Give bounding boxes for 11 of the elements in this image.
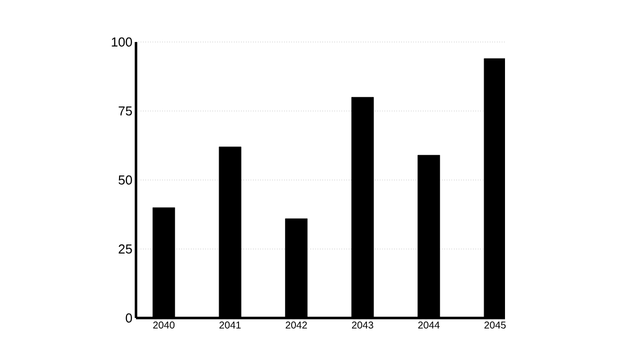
y-tick-label: 50 [118,175,132,185]
x-tick-label: 2042 [286,322,307,329]
y-tick-label: 0 [126,313,132,323]
y-tick-label: 25 [118,244,132,254]
x-tick-label: 2043 [352,322,374,329]
x-tick-label: 2045 [484,322,506,329]
x-tick-label: 2041 [219,322,241,329]
x-tick-label: 2044 [418,322,440,329]
y-tick-label: 100 [112,37,132,47]
x-tick-label: 2040 [153,322,175,329]
y-tick-label: 75 [118,106,132,116]
